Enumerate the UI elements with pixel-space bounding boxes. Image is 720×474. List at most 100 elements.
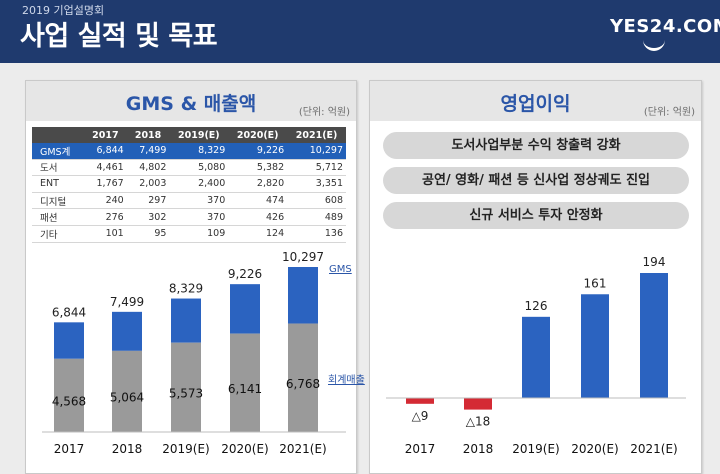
revenue-bar bbox=[112, 350, 142, 432]
gms-value-label: 10,297 bbox=[282, 250, 324, 264]
table-cell: 1,767 bbox=[84, 175, 127, 193]
x-tick-label: 2021(E) bbox=[630, 442, 677, 456]
table-cell: 101 bbox=[84, 225, 127, 243]
table-cell: 2,400 bbox=[169, 175, 229, 193]
strategy-pill: 도서사업부분 수익 창출력 강화 bbox=[383, 132, 689, 159]
profit-bar bbox=[522, 316, 550, 398]
table-row: 패션 276 302 370 426 489 bbox=[32, 208, 346, 226]
table-cell: 6,844 bbox=[84, 143, 127, 160]
revenue-bar bbox=[288, 323, 318, 432]
table-row: 기타 101 95 109 124 136 bbox=[32, 225, 346, 243]
table-cell: 276 bbox=[84, 208, 127, 226]
logo-text: YES24.COM bbox=[610, 16, 720, 37]
header-bar: 2019 기업설명회 사업 실적 및 목표 YES24.COM bbox=[0, 0, 720, 63]
revenue-bar bbox=[230, 333, 260, 432]
x-tick-label: 2018 bbox=[112, 442, 143, 456]
table-header-cell: 2020(E) bbox=[228, 127, 288, 143]
table-cell: 426 bbox=[228, 208, 288, 226]
table-cell: 8,329 bbox=[169, 143, 229, 160]
table-row: ENT 1,767 2,003 2,400 2,820 3,351 bbox=[32, 175, 346, 193]
table-row: 도서 4,461 4,802 5,080 5,382 5,712 bbox=[32, 159, 346, 177]
table-cell: 136 bbox=[287, 225, 346, 243]
table-row-label: 도서 bbox=[32, 159, 84, 177]
gms-bar bbox=[288, 267, 318, 324]
revenue-bar bbox=[171, 342, 201, 432]
table-header-cell: 2018 bbox=[126, 127, 170, 143]
table-cell: 5,712 bbox=[287, 159, 346, 177]
x-tick-label: 2019(E) bbox=[162, 442, 209, 456]
profit-bar bbox=[406, 398, 434, 404]
table-cell: 5,080 bbox=[169, 159, 229, 177]
table-cell: 2,003 bbox=[126, 175, 170, 193]
table-cell: 95 bbox=[126, 225, 170, 243]
table-cell: 124 bbox=[228, 225, 288, 243]
x-tick-label: 2017 bbox=[54, 442, 85, 456]
legend-revenue: 회계매출 bbox=[328, 374, 365, 386]
strategy-pill: 공연/ 영화/ 패션 등 신사업 정상궤도 진입 bbox=[383, 167, 689, 194]
table-header-cell: 2019(E) bbox=[169, 127, 229, 143]
table-row-label: GMS계 bbox=[32, 143, 84, 160]
table-row: 디지털 240 297 370 474 608 bbox=[32, 192, 346, 210]
revenue-value-label: 4,568 bbox=[52, 394, 86, 408]
table-cell: 9,226 bbox=[228, 143, 288, 160]
profit-value-label: △18 bbox=[466, 415, 491, 429]
table-cell: 4,461 bbox=[84, 159, 127, 177]
table-header-row: 2017 2018 2019(E) 2020(E) 2021(E) bbox=[32, 127, 346, 143]
profit-value-label: 126 bbox=[525, 299, 548, 313]
header-subtitle: 2019 기업설명회 bbox=[22, 4, 105, 17]
table-cell: 370 bbox=[169, 208, 229, 226]
gms-value-label: 9,226 bbox=[228, 267, 262, 281]
yes24-logo: YES24.COM bbox=[610, 16, 720, 51]
x-tick-label: 2021(E) bbox=[279, 442, 326, 456]
profit-bar bbox=[464, 398, 492, 410]
table-cell: 489 bbox=[287, 208, 346, 226]
table-cell: 240 bbox=[84, 192, 127, 210]
revenue-value-label: 6,141 bbox=[228, 382, 262, 396]
table-cell: 4,802 bbox=[126, 159, 170, 177]
gms-bar bbox=[171, 298, 201, 343]
table-cell: 7,499 bbox=[126, 143, 170, 160]
page-title: 사업 실적 및 목표 bbox=[20, 21, 218, 52]
strategy-pill: 신규 서비스 투자 안정화 bbox=[383, 202, 689, 229]
table-row-label: 패션 bbox=[32, 208, 84, 226]
table-cell: 3,351 bbox=[287, 175, 346, 193]
profit-value-label: 161 bbox=[584, 276, 607, 290]
gms-bar bbox=[112, 311, 142, 351]
gms-value-label: 8,329 bbox=[169, 282, 203, 296]
profit-bar bbox=[640, 273, 668, 398]
table-cell: 2,820 bbox=[228, 175, 288, 193]
x-tick-label: 2019(E) bbox=[512, 442, 559, 456]
smile-icon bbox=[643, 38, 665, 51]
table-cell: 297 bbox=[126, 192, 170, 210]
x-tick-label: 2020(E) bbox=[221, 442, 268, 456]
gms-value-label: 7,499 bbox=[110, 295, 144, 309]
gms-value-label: 6,844 bbox=[52, 305, 86, 319]
unit-label: (단위: 억원) bbox=[298, 107, 350, 118]
revenue-bar bbox=[54, 358, 84, 432]
table-row: GMS계 6,844 7,499 8,329 9,226 10,297 bbox=[32, 143, 346, 160]
panel-header: 영업이익 (단위: 억원) bbox=[370, 81, 701, 121]
gms-bar bbox=[54, 322, 84, 359]
legend-gms: GMS bbox=[329, 264, 352, 275]
panel-title-profit: 영업이익 bbox=[500, 93, 571, 115]
profit-bar bbox=[581, 294, 609, 398]
table-cell: 302 bbox=[126, 208, 170, 226]
table-header-cell: 2021(E) bbox=[287, 127, 346, 143]
gms-bar bbox=[230, 284, 260, 334]
panel-title-gms: GMS & 매출액 bbox=[125, 93, 257, 115]
table-cell: 370 bbox=[169, 192, 229, 210]
table-row-label: 디지털 bbox=[32, 192, 84, 210]
table-header-cell bbox=[32, 127, 84, 143]
table-cell: 109 bbox=[169, 225, 229, 243]
unit-label: (단위: 억원) bbox=[643, 107, 695, 118]
revenue-value-label: 5,064 bbox=[110, 390, 144, 404]
table-cell: 474 bbox=[228, 192, 288, 210]
table-row-label: 기타 bbox=[32, 225, 84, 243]
revenue-value-label: 6,768 bbox=[286, 377, 320, 391]
table-header-cell: 2017 bbox=[84, 127, 127, 143]
panel-header: GMS & 매출액 (단위: 억원) bbox=[26, 81, 356, 121]
x-tick-label: 2020(E) bbox=[571, 442, 618, 456]
x-tick-label: 2017 bbox=[405, 442, 436, 456]
table-cell: 608 bbox=[287, 192, 346, 210]
